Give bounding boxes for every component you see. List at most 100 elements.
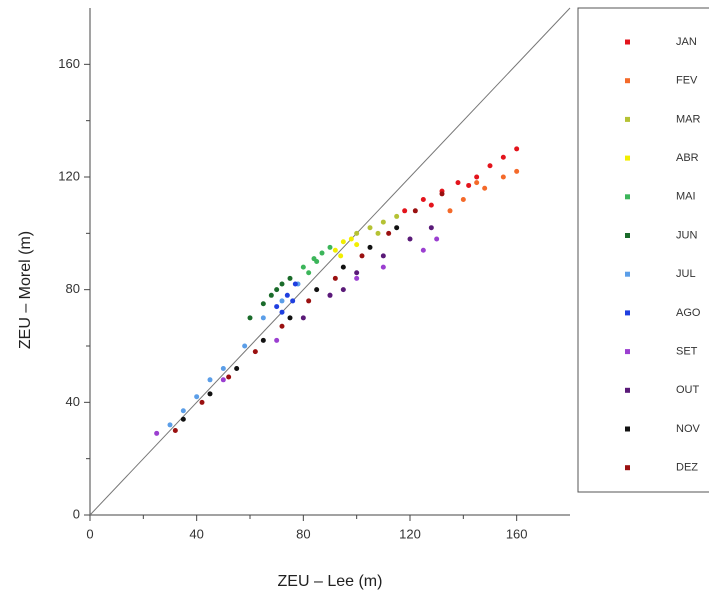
point (394, 225, 400, 231)
point (332, 247, 338, 253)
x-tick-label: 120 (399, 526, 421, 541)
point (514, 146, 520, 152)
point (154, 430, 160, 436)
legend-marker (625, 116, 630, 122)
point (274, 304, 280, 310)
point (279, 309, 285, 315)
point (300, 315, 306, 321)
point (332, 275, 338, 281)
point (199, 399, 205, 405)
legend-label: JAN (676, 36, 697, 48)
point (268, 292, 274, 298)
identity-line (89, 7, 571, 516)
point (420, 247, 426, 253)
point (340, 239, 346, 245)
point (290, 298, 296, 304)
point (207, 391, 213, 397)
point (279, 323, 285, 329)
legend-marker (625, 271, 630, 277)
point (500, 154, 506, 160)
point (314, 287, 320, 293)
point (167, 422, 173, 428)
point (474, 180, 480, 186)
point (474, 174, 480, 180)
y-axis-title: ZEU – Morel (m) (17, 231, 34, 349)
point (482, 185, 488, 191)
legend-label: FEV (676, 75, 698, 87)
legend-label: JUL (676, 268, 696, 280)
point (367, 244, 373, 250)
legend-label: OUT (676, 384, 700, 396)
point (207, 377, 213, 383)
point (428, 202, 434, 208)
point (487, 163, 493, 169)
legend-label: MAI (676, 191, 696, 203)
legend-marker (625, 387, 630, 393)
legend-marker (625, 194, 630, 200)
point (402, 208, 408, 214)
point (354, 230, 360, 236)
point (340, 287, 346, 293)
point (242, 343, 248, 349)
legend-marker (625, 78, 630, 84)
point (287, 315, 293, 321)
point (306, 270, 312, 276)
point (226, 374, 232, 380)
point (466, 182, 472, 188)
x-tick-label: 40 (189, 526, 203, 541)
point (180, 408, 186, 414)
point (306, 298, 312, 304)
point (380, 264, 386, 270)
legend-marker (625, 155, 630, 161)
x-tick-label: 160 (506, 526, 528, 541)
legend-marker (625, 310, 630, 316)
point (292, 281, 298, 287)
x-axis-title: ZEU – Lee (m) (278, 573, 383, 590)
point (500, 174, 506, 180)
point (180, 416, 186, 422)
point (279, 298, 285, 304)
point (434, 236, 440, 242)
legend-label: SET (676, 346, 698, 358)
point (407, 236, 413, 242)
point (327, 244, 333, 250)
point (234, 366, 240, 372)
legend-marker (625, 349, 630, 355)
legend-box (577, 7, 709, 493)
point (340, 264, 346, 270)
legend-label: JUN (676, 229, 697, 241)
y-tick-label: 40 (66, 394, 80, 409)
point (274, 337, 280, 343)
y-tick-label: 160 (58, 56, 80, 71)
point (319, 250, 325, 256)
point (274, 287, 280, 293)
point (354, 275, 360, 281)
point (428, 225, 434, 231)
point (247, 315, 253, 321)
point (412, 208, 418, 214)
point (327, 292, 333, 298)
point (367, 225, 373, 231)
point (220, 377, 226, 383)
point (386, 230, 392, 236)
point (439, 191, 445, 197)
point (279, 281, 285, 287)
point (300, 264, 306, 270)
legend-marker (625, 39, 630, 45)
point (514, 168, 520, 174)
legend-marker (625, 465, 630, 471)
legend-marker (625, 426, 630, 432)
y-tick-label: 0 (73, 506, 80, 521)
y-tick-label: 120 (58, 168, 80, 183)
point (354, 270, 360, 276)
x-tick-label: 0 (86, 526, 93, 541)
point (359, 253, 365, 259)
point (260, 337, 266, 343)
point (260, 315, 266, 321)
x-tick-label: 80 (296, 526, 310, 541)
legend-label: DEZ (676, 462, 698, 474)
point (284, 292, 290, 298)
point (375, 230, 381, 236)
point (380, 253, 386, 259)
